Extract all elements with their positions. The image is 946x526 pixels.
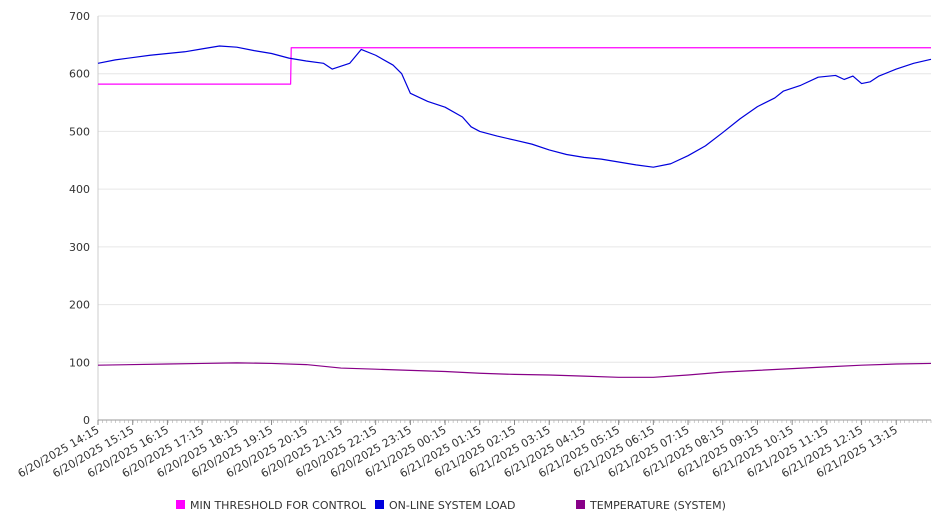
legend-item: TEMPERATURE (SYSTEM)	[576, 499, 726, 512]
series-lines	[97, 45, 932, 378]
legend-label: ON-LINE SYSTEM LOAD	[389, 499, 515, 512]
series-line	[98, 47, 931, 85]
legend-label: MIN THRESHOLD FOR CONTROL	[190, 499, 367, 512]
legend-item: MIN THRESHOLD FOR CONTROL	[176, 499, 367, 512]
legend-label: TEMPERATURE (SYSTEM)	[589, 499, 726, 512]
y-tick-label: 0	[83, 414, 90, 427]
y-tick-label: 300	[69, 241, 90, 254]
legend-swatch	[176, 500, 185, 509]
series-line	[97, 45, 932, 168]
x-axis-tick-labels: 6/20/2025 14:156/20/2025 15:156/20/2025 …	[16, 423, 900, 480]
y-tick-label: 200	[69, 299, 90, 312]
y-tick-label: 600	[69, 68, 90, 81]
y-axis-tick-labels: 0 100 200 300 400 500 600 700	[69, 10, 90, 427]
legend-item: ON-LINE SYSTEM LOAD	[375, 499, 515, 512]
legend-swatch	[375, 500, 384, 509]
y-tick-label: 700	[69, 10, 90, 23]
series-line	[97, 362, 932, 378]
axes	[97, 16, 932, 425]
legend: MIN THRESHOLD FOR CONTROL ON-LINE SYSTEM …	[176, 499, 726, 512]
y-tick-label: 100	[69, 356, 90, 369]
y-tick-label: 400	[69, 183, 90, 196]
y-tick-label: 500	[69, 125, 90, 138]
grid-lines	[98, 15, 931, 363]
legend-swatch	[576, 500, 585, 509]
